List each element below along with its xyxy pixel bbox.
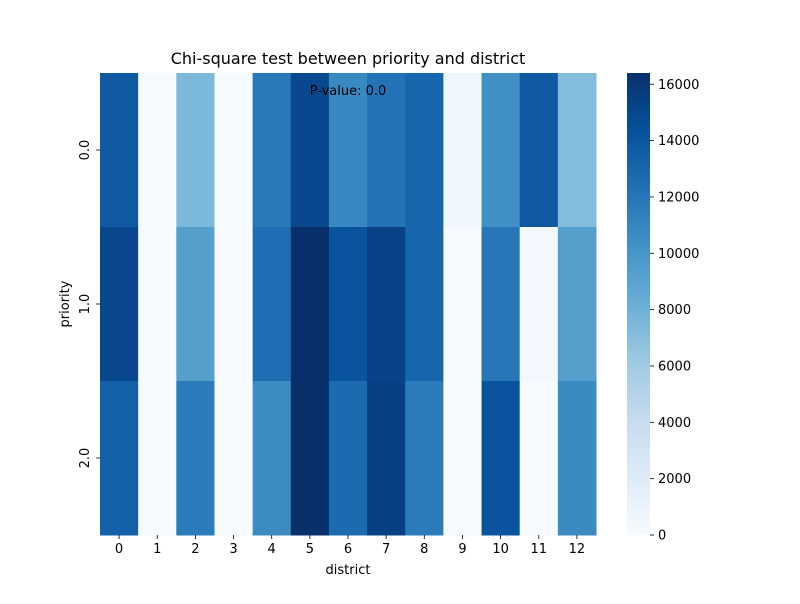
y-tick-label: 2.0 xyxy=(78,448,93,469)
x-tick-label: 5 xyxy=(306,542,314,557)
x-tick-label: 9 xyxy=(458,542,466,557)
heatmap-cell xyxy=(100,227,139,382)
heatmap-cell xyxy=(367,227,406,382)
heatmap-cell xyxy=(481,73,521,228)
colorbar-ticks: 0 2000 4000 6000 8000 10000 12000 14000 16000 xyxy=(650,78,699,544)
x-tick-label: 12 xyxy=(569,542,586,557)
heatmap-cell xyxy=(443,73,483,228)
x-axis-ticks: 0 1 2 3 4 5 6 7 8 9 10 11 12 xyxy=(115,535,585,557)
heatmap-cell xyxy=(252,227,292,382)
y-tick-label: 0.0 xyxy=(78,140,93,161)
heatmap-cell xyxy=(557,227,597,382)
colorbar-tick-label: 2000 xyxy=(658,472,691,487)
heatmap-cell xyxy=(290,73,330,228)
heatmap-cell xyxy=(100,381,139,536)
heatmap-cell xyxy=(519,73,559,228)
heatmap-cell xyxy=(138,73,177,228)
heatmap-cell xyxy=(176,381,215,536)
heatmap-cell xyxy=(481,381,521,536)
heatmap-cell xyxy=(138,381,177,536)
y-axis-label: priority xyxy=(58,280,73,327)
heatmap-cells xyxy=(100,73,597,536)
heatmap-cell xyxy=(328,381,368,536)
heatmap-cell xyxy=(214,73,254,228)
p-value-annotation: P-value: 0.0 xyxy=(310,84,387,99)
heatmap-cell xyxy=(290,381,330,536)
heatmap-cell xyxy=(443,227,483,382)
colorbar-tick-label: 12000 xyxy=(658,190,699,205)
x-tick-label: 10 xyxy=(492,542,509,557)
heatmap-cell xyxy=(519,227,559,382)
colorbar xyxy=(627,73,650,535)
x-tick-label: 3 xyxy=(229,542,237,557)
colorbar-tick-label: 16000 xyxy=(658,78,699,93)
heatmap-cell xyxy=(557,381,597,536)
heatmap-cell xyxy=(328,227,368,382)
heatmap-cell xyxy=(557,73,597,228)
heatmap-cell xyxy=(252,381,292,536)
heatmap-cell xyxy=(443,381,483,536)
x-tick-label: 7 xyxy=(382,542,390,557)
x-tick-label: 11 xyxy=(530,542,547,557)
colorbar-tick-label: 10000 xyxy=(658,247,699,262)
colorbar-tick-label: 14000 xyxy=(658,134,699,149)
x-tick-label: 2 xyxy=(191,542,199,557)
y-axis-ticks: 0.0 1.0 2.0 xyxy=(78,140,100,469)
chart-title: Chi-square test between priority and dis… xyxy=(171,49,526,68)
heatmap-cell xyxy=(214,227,254,382)
x-tick-label: 8 xyxy=(420,542,428,557)
heatmap-cell xyxy=(405,227,444,382)
heatmap-cell xyxy=(367,73,406,228)
colorbar-tick-label: 4000 xyxy=(658,416,691,431)
x-tick-label: 1 xyxy=(153,542,161,557)
colorbar-tick-label: 6000 xyxy=(658,359,691,374)
heatmap-cell xyxy=(367,381,406,536)
heatmap-cell xyxy=(405,73,444,228)
heatmap-cell xyxy=(100,73,139,228)
x-tick-label: 0 xyxy=(115,542,123,557)
heatmap-cell xyxy=(252,73,292,228)
x-axis-label: district xyxy=(326,563,371,578)
heatmap-cell xyxy=(481,227,521,382)
colorbar-tick-label: 8000 xyxy=(658,303,691,318)
y-tick-label: 1.0 xyxy=(78,294,93,315)
heatmap-cell xyxy=(214,381,254,536)
x-tick-label: 6 xyxy=(344,542,352,557)
heatmap-cell xyxy=(176,73,215,228)
x-tick-label: 4 xyxy=(268,542,276,557)
heatmap-cell xyxy=(176,227,215,382)
heatmap-cell xyxy=(138,227,177,382)
heatmap-cell xyxy=(328,73,368,228)
heatmap-cell xyxy=(519,381,559,536)
heatmap-cell xyxy=(290,227,330,382)
colorbar-tick-label: 0 xyxy=(658,529,666,544)
heatmap-cell xyxy=(405,381,444,536)
